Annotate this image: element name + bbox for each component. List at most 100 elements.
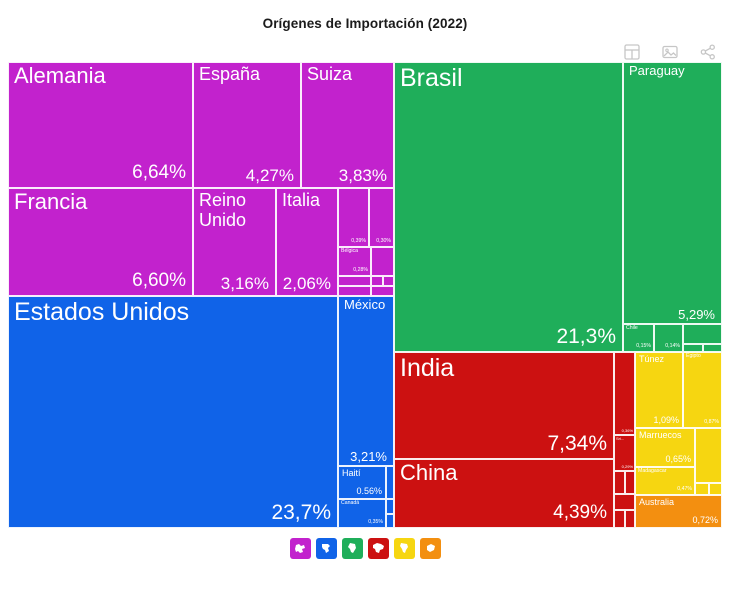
treemap-cell-australia[interactable]: Australia 0,72% <box>635 495 722 528</box>
treemap-cell-cell-21[interactable] <box>386 514 394 528</box>
treemap-cell-value: 0,87% <box>704 419 719 426</box>
treemap-cell-cell-35[interactable] <box>614 494 635 510</box>
treemap-cell-cell-28[interactable] <box>703 344 722 352</box>
treemap-cell-label: India <box>400 354 455 382</box>
share-icon[interactable] <box>700 44 716 60</box>
legend-north-america-icon <box>321 544 330 553</box>
treemap-cell-cell-42[interactable] <box>695 428 722 483</box>
treemap-cell-value: 4,27% <box>245 166 294 186</box>
treemap-cell-label: España <box>199 64 261 84</box>
treemap-cell-label: Paraguay <box>629 63 685 78</box>
treemap-cell-label: Reino Unido <box>199 190 247 231</box>
treemap-chart[interactable]: Alemania 6,64% Francia 6,60% España 4,27% Suiz… <box>8 62 722 528</box>
treemap-cell-t-nez[interactable]: Túnez 1,09% <box>635 352 683 428</box>
treemap-cell-label: Bélgica <box>341 248 359 254</box>
treemap-cell-cell-27[interactable] <box>683 344 703 352</box>
treemap-cell-cell-20[interactable] <box>386 499 394 514</box>
treemap-cell-value: 7,34% <box>547 431 607 455</box>
treemap-cell-suiza[interactable]: Suiza 3,83% <box>301 62 394 188</box>
treemap-cell-cell-9[interactable] <box>371 247 394 276</box>
treemap-cell-china[interactable]: China 4,39% <box>394 459 614 528</box>
treemap-cell-cell-34[interactable] <box>625 471 635 494</box>
treemap-cell-m-xico[interactable]: México 3,21% <box>338 296 394 466</box>
treemap-cell-value: 4,39% <box>553 502 607 524</box>
legend-africa-icon <box>399 543 408 553</box>
page-title: Orígenes de Importación (2022) <box>262 16 468 31</box>
treemap-cell-cell-43[interactable] <box>695 483 709 495</box>
treemap-cell-espa-a[interactable]: España 4,27% <box>193 62 301 188</box>
treemap-cell-chile[interactable]: Chile 0,15% <box>623 324 654 352</box>
treemap-cell-cell-13[interactable] <box>338 286 371 296</box>
treemap-cell-label: Haití <box>342 468 361 478</box>
treemap-cell-b-lgica[interactable]: Bélgica 0,28% <box>338 247 371 276</box>
treemap-cell-egipto[interactable]: Egipto 0,87% <box>683 352 722 428</box>
treemap-cell-value: 0,28% <box>353 267 368 274</box>
treemap-cell-value: 23,7% <box>271 500 331 524</box>
treemap-cell-label: Marruecos <box>639 430 682 440</box>
treemap-cell-alemania[interactable]: Alemania 6,64% <box>8 62 193 188</box>
treemap-cell-cell-10[interactable] <box>338 276 371 286</box>
treemap-cell-label: Francia <box>14 189 88 214</box>
treemap-cell-value: 0,15% <box>636 343 651 350</box>
treemap-cell-value: 0,30% <box>376 238 391 245</box>
treemap-cell-label: Canadá <box>341 500 360 506</box>
treemap-cell-cell-11[interactable] <box>371 276 383 286</box>
treemap-cell-india[interactable]: India 7,34% <box>394 352 614 459</box>
treemap-cell-value: 0,35% <box>368 519 383 526</box>
treemap-cell-value: 3,21% <box>350 448 387 464</box>
legend-asia-icon <box>372 543 384 553</box>
treemap-cell-cell-6[interactable]: 0,39% <box>338 188 369 247</box>
treemap-cell-francia[interactable]: Francia 6,60% <box>8 188 193 296</box>
treemap-cell-label: Madagascar <box>638 468 667 474</box>
treemap-cell-value: 3,16% <box>220 274 269 294</box>
legend-north-america[interactable] <box>315 538 337 559</box>
treemap-cell-cell-36[interactable] <box>614 510 625 528</box>
legend-asia[interactable] <box>367 538 389 559</box>
treemap-cell-cell-25[interactable]: 0,14% <box>654 324 683 352</box>
treemap-cell-italia[interactable]: Italia 2,06% <box>276 188 338 296</box>
treemap-cell-value: 0,14% <box>665 343 680 350</box>
treemap-cell-estados-unidos[interactable]: Estados Unidos 23,7% <box>8 296 338 528</box>
treemap-cell-value: 0,29% <box>621 463 633 469</box>
treemap-cell-label: Australia <box>639 497 675 507</box>
treemap-cell-sri[interactable]: Sri... 0,29% <box>614 435 635 471</box>
image-download-icon[interactable] <box>662 44 678 60</box>
legend-africa[interactable] <box>393 538 415 559</box>
treemap-cell-label: China <box>400 460 458 485</box>
table-view-icon[interactable] <box>624 44 640 60</box>
treemap-cell-madagascar[interactable]: Madagascar 0,47% <box>635 467 695 495</box>
treemap-cell-label: Italia <box>282 190 321 210</box>
treemap-cell-label: Alemania <box>14 63 106 88</box>
chart-toolbar <box>624 44 716 60</box>
treemap-cell-cell-26[interactable] <box>683 324 722 344</box>
treemap-cell-marruecos[interactable]: Marruecos 0,65% <box>635 428 695 467</box>
treemap-cell-cell-37[interactable] <box>625 510 635 528</box>
treemap-cell-value: 1,09% <box>653 415 679 426</box>
treemap-cell-cell-44[interactable] <box>709 483 722 495</box>
treemap-cell-reino-unido[interactable]: Reino Unido 3,16% <box>193 188 276 296</box>
legend-oceania[interactable] <box>419 538 441 559</box>
treemap-cell-cell-7[interactable]: 0,30% <box>369 188 394 247</box>
treemap-cell-value: 6,64% <box>132 162 186 184</box>
treemap-cell-cell-12[interactable] <box>383 276 394 286</box>
treemap-cell-brasil[interactable]: Brasil 21,3% <box>394 62 623 352</box>
treemap-cell-label: Sri... <box>616 436 625 441</box>
legend-europe[interactable] <box>289 538 311 559</box>
treemap-cell-cell-14[interactable] <box>371 286 394 296</box>
treemap-cell-cell-19[interactable] <box>386 466 394 499</box>
treemap-cell-cell-33[interactable] <box>614 471 625 494</box>
legend-europe-icon <box>294 544 305 553</box>
treemap-cell-value: 0,65% <box>665 454 691 465</box>
legend-oceania-icon <box>426 544 435 552</box>
treemap-cell-label: Egipto <box>686 353 701 359</box>
treemap-cell-paraguay[interactable]: Paraguay 5,29% <box>623 62 722 324</box>
treemap-cell-value: 0,39% <box>351 238 366 245</box>
treemap-cell-canad[interactable]: Canadá 0,35% <box>338 499 386 528</box>
treemap-cell-cell-31[interactable]: 0,36% <box>614 352 635 435</box>
continent-legend[interactable] <box>0 538 730 559</box>
treemap-cell-value: 6,60% <box>132 270 186 292</box>
treemap-cell-hait[interactable]: Haití 0.56% <box>338 466 386 499</box>
legend-south-america[interactable] <box>341 538 363 559</box>
treemap-cell-value: 0,36% <box>621 427 633 433</box>
